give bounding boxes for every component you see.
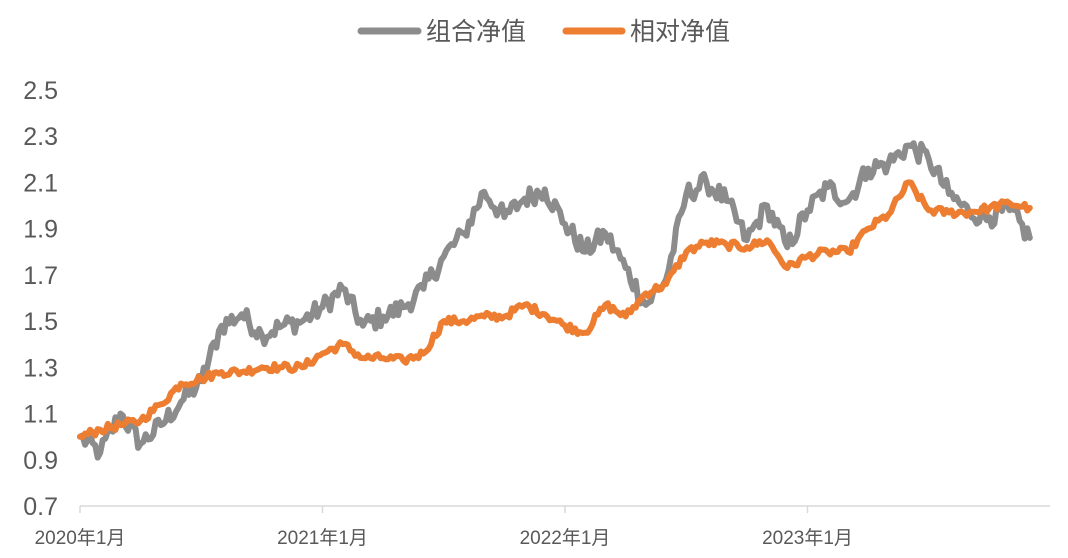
x-tick-label: 2022年1月 <box>520 527 611 549</box>
y-tick-label: 2.5 <box>23 77 58 105</box>
x-tick-label: 2020年1月 <box>35 527 126 549</box>
y-tick-label: 1.3 <box>23 354 58 382</box>
plot-lines <box>77 140 1033 461</box>
x-tick-label: 2021年1月 <box>277 527 368 549</box>
series-line-relative-nav <box>77 179 1033 440</box>
legend-label-portfolio-nav: 组合净值 <box>426 17 526 46</box>
x-tick-label: 2023年1月 <box>762 527 853 549</box>
y-tick-label: 1.1 <box>23 401 58 429</box>
y-tick-label: 2.3 <box>23 123 58 151</box>
series-line-portfolio-nav <box>77 140 1033 461</box>
y-axis: 0.7 0.9 1.1 1.3 1.5 1.7 1.9 2.1 2.3 2.5 <box>23 77 58 521</box>
chart-legend: 组合净值 相对净值 <box>357 17 730 46</box>
y-tick-label: 1.7 <box>23 262 58 290</box>
y-tick-label: 1.5 <box>23 308 58 336</box>
y-tick-label: 0.7 <box>23 493 58 521</box>
y-tick-label: 2.1 <box>23 169 58 197</box>
legend-label-relative-nav: 相对净值 <box>630 17 730 46</box>
y-tick-label: 0.9 <box>23 447 58 475</box>
x-axis: 2020年1月 2021年1月 2022年1月 2023年1月 <box>35 505 1050 549</box>
y-tick-label: 1.9 <box>23 216 58 244</box>
